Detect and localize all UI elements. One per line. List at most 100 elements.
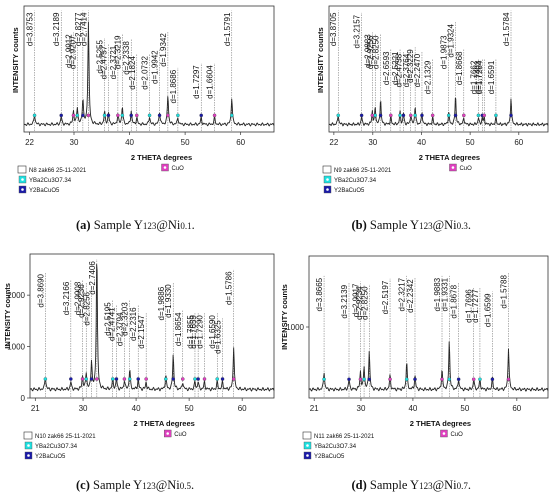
caption-sample: Sample Y [90,218,143,232]
peak-marker [86,10,91,131]
x-tick-label: 40 [417,138,426,147]
peak-d-label: d=1.8668 [455,51,464,85]
legend-label: CuO [459,166,472,172]
phase-legend: N8 zak66 25-11-2021 YBa2Cu3O7.34 Y2BaCuO5 C… [17,163,184,194]
peak-d-label: d=2.4758 [394,53,403,87]
peak-marker [440,275,444,397]
legend-label: Y2BaCuO5 [35,454,66,460]
x-tick-label: 22 [329,138,338,147]
legend-label: CuO [450,432,463,438]
peak-d-label: d=1.9883 [433,277,442,311]
peak-marker [114,305,119,397]
scan-icon [23,431,33,440]
peak-d-label: d=2.9234 [355,286,364,320]
y-axis-label: INTENSITY counts [3,283,12,349]
peak-marker [199,63,203,131]
peak-marker [181,310,185,397]
y-tick-label: 1000 [286,323,304,332]
xrd-panel-4: 1000 INTENSITY counts 21 30 40 50 60 2 THETA de… [279,252,549,472]
peak-d-label: d=3.2157 [353,14,362,48]
legend-label: Y2BaCuO5 [314,454,345,460]
peak-d-label: d=2.8250 [372,35,381,69]
x-axis-label: 2 THETA degrees [131,153,192,162]
panel-caption: (a) Sample Y123@Ni0.1. [76,218,195,232]
peak-marker [127,300,132,397]
peak-marker [462,49,466,131]
peak-marker [166,31,170,131]
peak-d-label: d=3.8705 [329,12,338,46]
peak-marker [106,43,111,131]
x-axis-label: 2 THETA degrees [419,153,480,162]
peak-d-label: d=1.8678 [450,284,459,318]
peak-d-label: d=2.3721 [109,45,118,79]
peak-d-label: d=2.3764 [402,53,411,87]
x-tick-label: 30 [70,138,79,147]
peak-marker [476,58,481,131]
peak-marker [420,51,424,131]
peak-d-label: d=1.7290 [196,315,205,349]
peak-marker [456,282,461,397]
peak-marker [89,290,94,397]
peak-d-label: d=1.6591 [487,60,496,94]
y-tick-label: 2000 [7,291,25,300]
peak-d-label: d=1.8654 [174,312,183,346]
peak-marker [176,67,180,131]
peak-d-label: d=2.1547 [137,315,146,349]
peak-d-label: d=1.7696 [465,289,474,323]
x-tick-label: 60 [514,138,523,147]
peak-marker [506,273,511,397]
xrd-panel-1: INTENSITY counts 22 30 40 50 60 2 THETA degree… [2,2,275,212]
peak-d-label: d=3.2166 [62,281,71,315]
peak-d-label: d=2.9908 [74,281,83,315]
scan-label: N10 zak66 25-11-2021 [35,434,96,440]
peak-d-label: d=1.9886 [157,286,166,320]
legend-label: Y2BaCuO5 [334,188,365,194]
legend-label: YBa2Cu3O7.34 [334,178,377,184]
peak-d-label: d=3.2139 [340,284,349,318]
caption-sample: Sample Y [366,218,420,232]
caption-sample: Sample Y [366,478,420,492]
peak-marker [193,313,197,397]
peak-marker [196,313,200,397]
scan-icon [302,431,312,440]
peak-marker [102,38,107,131]
peak-marker [401,51,406,131]
peak-marker [129,39,133,131]
caption-letter: (d) [351,478,367,492]
peak-marker [478,287,482,397]
peak-d-label: d=2.0732 [141,56,150,90]
peak-d-label: d=1.7403 [473,60,482,94]
peak-marker [388,278,392,397]
peak-d-label: d=2.2316 [129,307,138,341]
x-tick-label: 22 [25,138,34,147]
peak-d-label: d=2.1824 [128,56,137,90]
peak-marker [215,313,219,397]
scan-icon [322,165,332,174]
peak-d-label: d=1.9942 [151,50,160,84]
peak-d-label: d=2.4741 [107,307,116,341]
peak-marker [220,318,225,397]
y-axis-label: INTENSITY counts [316,27,325,93]
xrd-chart-svg: INTENSITY counts 22 30 40 50 60 2 THETA degree… [11,5,275,194]
peak-d-label: d=2.1329 [424,60,433,94]
peak-d-label: d=3.8690 [36,273,45,307]
caption-sample: Sample Y [89,478,143,492]
peak-marker [413,277,417,397]
diffraction-trace [23,21,275,127]
peak-marker [59,10,63,131]
x-tick-label: 30 [368,138,377,147]
legend-label: YBa2Cu3O7.34 [29,178,72,184]
peak-marker [230,10,234,131]
peak-d-label: d=2.3229 [406,49,415,83]
x-tick-label: 50 [185,404,194,413]
peak-marker [359,12,364,131]
x-tick-label: 40 [408,404,417,413]
peak-marker [157,48,162,131]
peak-marker [116,43,120,131]
peak-marker [404,275,409,397]
peak-d-label: d=2.5221 [391,51,400,85]
phase-legend: N10 zak66 25-11-2021 YBa2Cu3O7.34 Y2BaCuO5… [23,429,187,460]
peak-marker [509,10,513,131]
